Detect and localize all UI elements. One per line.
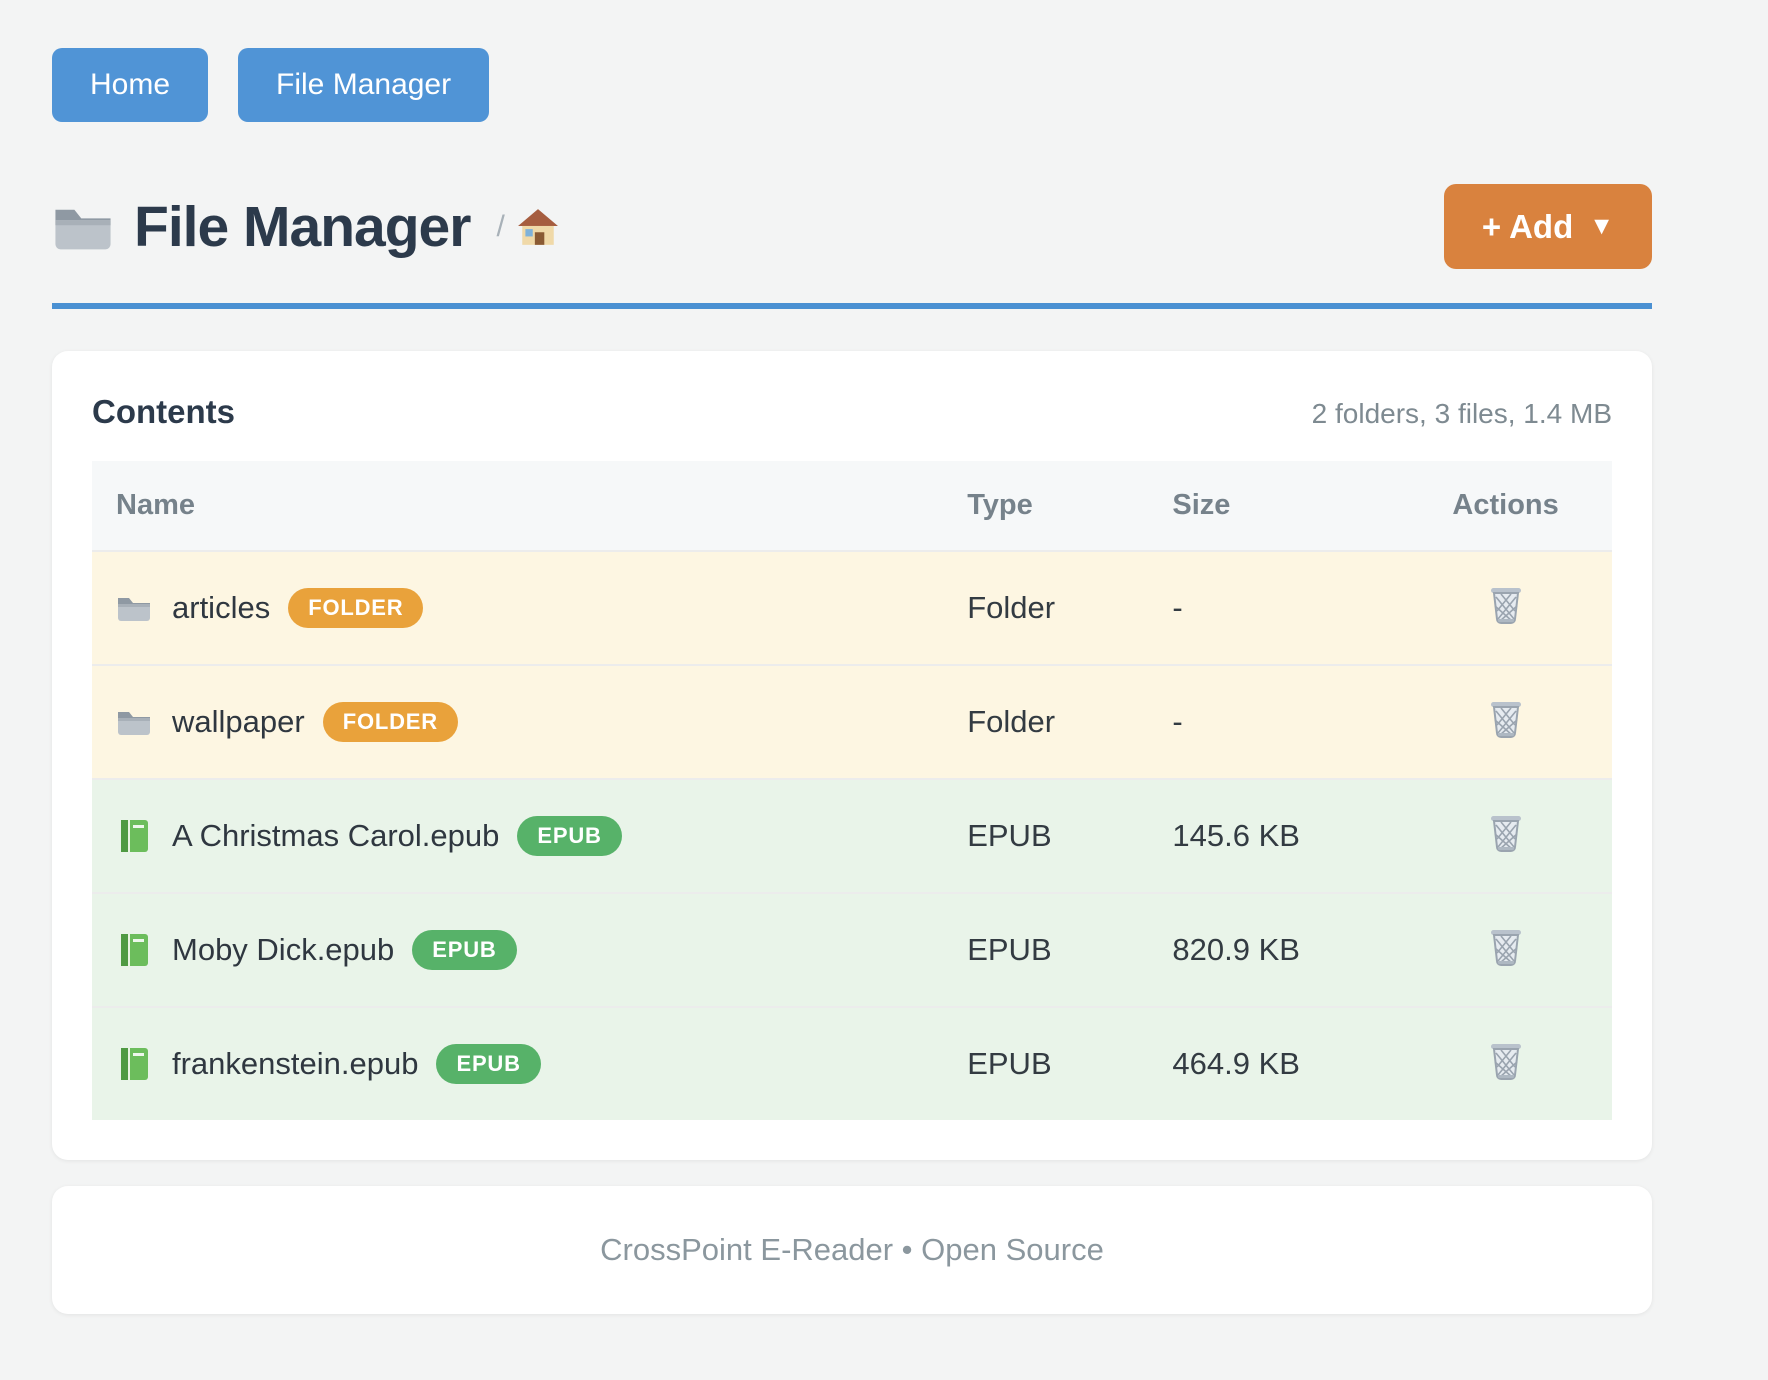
delete-button[interactable] <box>1488 926 1524 966</box>
file-name-link[interactable]: wallpaper <box>172 704 305 740</box>
book-icon <box>116 932 152 968</box>
footer-text: CrossPoint E-Reader • Open Source <box>600 1232 1104 1267</box>
table-row: articles FOLDER Folder - <box>92 551 1612 665</box>
file-name-link[interactable]: articles <box>172 590 270 626</box>
type-cell: EPUB <box>943 893 1148 1007</box>
delete-button[interactable] <box>1488 698 1524 738</box>
size-cell: - <box>1148 551 1399 665</box>
page-title: File Manager <box>134 194 470 260</box>
delete-button[interactable] <box>1488 584 1524 624</box>
book-icon <box>116 1046 152 1082</box>
type-badge: FOLDER <box>323 702 458 742</box>
contents-card: Contents 2 folders, 3 files, 1.4 MB Name… <box>52 351 1652 1160</box>
delete-button[interactable] <box>1488 812 1524 852</box>
trash-icon <box>1488 698 1524 738</box>
footer: CrossPoint E-Reader • Open Source <box>52 1186 1652 1314</box>
book-icon <box>116 818 152 854</box>
column-header-actions: Actions <box>1399 461 1612 551</box>
trash-icon <box>1488 584 1524 624</box>
type-cell: Folder <box>943 665 1148 779</box>
breadcrumb: / <box>496 206 558 248</box>
table-row: A Christmas Carol.epub EPUB EPUB 145.6 K… <box>92 779 1612 893</box>
contents-card-header: Contents 2 folders, 3 files, 1.4 MB <box>92 393 1612 431</box>
folder-icon <box>116 590 152 626</box>
table-row: frankenstein.epub EPUB EPUB 464.9 KB <box>92 1007 1612 1120</box>
breadcrumb-separator: / <box>496 210 504 244</box>
size-cell: 464.9 KB <box>1148 1007 1399 1120</box>
type-badge: EPUB <box>517 816 621 856</box>
trash-icon <box>1488 1040 1524 1080</box>
type-cell: EPUB <box>943 779 1148 893</box>
file-name-link[interactable]: Moby Dick.epub <box>172 932 394 968</box>
size-cell: - <box>1148 665 1399 779</box>
file-table: Name Type Size Actions articles FOLDER <box>92 461 1612 1120</box>
type-cell: EPUB <box>943 1007 1148 1120</box>
column-header-size: Size <box>1148 461 1399 551</box>
type-badge: FOLDER <box>288 588 423 628</box>
column-header-type: Type <box>943 461 1148 551</box>
nav-home-button[interactable]: Home <box>52 48 208 122</box>
trash-icon <box>1488 926 1524 966</box>
type-badge: EPUB <box>436 1044 540 1084</box>
folder-icon <box>52 196 114 258</box>
type-cell: Folder <box>943 551 1148 665</box>
add-button-label: + Add <box>1482 210 1573 243</box>
page-content: Home File Manager File Manager / + Add ▼… <box>52 0 1652 1314</box>
table-header-row: Name Type Size Actions <box>92 461 1612 551</box>
delete-button[interactable] <box>1488 1040 1524 1080</box>
size-cell: 145.6 KB <box>1148 779 1399 893</box>
size-cell: 820.9 KB <box>1148 893 1399 1007</box>
folder-icon <box>116 704 152 740</box>
home-icon[interactable] <box>517 206 559 248</box>
nav-file-manager-button[interactable]: File Manager <box>238 48 489 122</box>
column-header-name: Name <box>92 461 943 551</box>
contents-title: Contents <box>92 393 235 431</box>
type-badge: EPUB <box>412 930 516 970</box>
trash-icon <box>1488 812 1524 852</box>
add-button[interactable]: + Add ▼ <box>1444 184 1652 269</box>
title-group: File Manager / <box>52 194 559 260</box>
top-nav: Home File Manager <box>52 0 1652 122</box>
file-name-link[interactable]: frankenstein.epub <box>172 1046 418 1082</box>
table-row: Moby Dick.epub EPUB EPUB 820.9 KB <box>92 893 1612 1007</box>
table-row: wallpaper FOLDER Folder - <box>92 665 1612 779</box>
file-name-link[interactable]: A Christmas Carol.epub <box>172 818 499 854</box>
page-header: File Manager / + Add ▼ <box>52 184 1652 309</box>
contents-summary: 2 folders, 3 files, 1.4 MB <box>1312 398 1612 430</box>
chevron-down-icon: ▼ <box>1589 214 1614 239</box>
